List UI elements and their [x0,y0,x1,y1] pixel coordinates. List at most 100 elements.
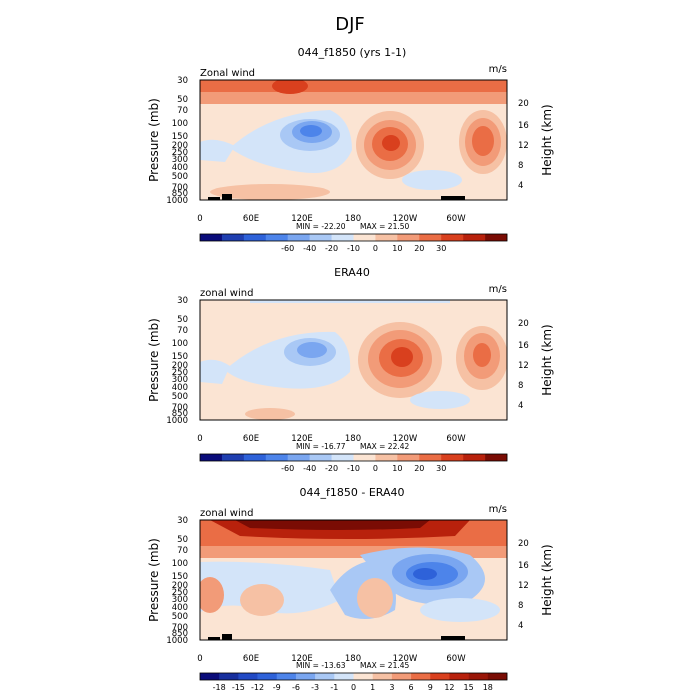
x-tick: 60W [446,434,466,444]
colorbar-swatch [397,454,420,461]
height-axis: 20 16 12 8 4 [518,319,529,411]
upper-bias-max [235,520,430,530]
colorbar-swatch [391,673,412,680]
plot-frame [199,519,508,641]
height-axis: 20 16 12 8 4 [518,539,529,631]
topography [222,634,232,640]
colorbar-tick-label: 18 [483,683,493,692]
upper-westerlies-core [200,80,507,92]
contour-field [200,300,507,420]
pressure-tick: 850 [172,409,188,419]
atlantic-jet-core [472,126,494,156]
pressure-tick: 1000 [166,196,188,206]
pressure-tick: 150 [172,132,188,142]
pressure-tick: 70 [177,546,188,556]
colorbar-tick-label: -60 [281,244,294,253]
pacific-jet-core [391,347,413,367]
height-tick: 4 [518,401,523,411]
colorbar-tick-label: -40 [303,464,316,473]
colorbar-tick-label: 20 [414,244,424,253]
height-tick: 4 [518,621,523,631]
pressure-tick: 150 [172,572,188,582]
pressure-axis: 30 50 70 100 150 200 250 300 400 500 700… [166,516,188,646]
easterly-core [297,342,327,358]
x-tick: 60W [446,654,466,664]
max-label: MAX = 22.42 [360,442,409,451]
pressure-tick: 100 [172,119,188,129]
units-label: m/s [489,284,507,295]
x-tick: 180 [345,654,361,664]
pressure-tick: 400 [172,603,188,613]
colorbar-swatch [430,673,450,680]
y-axis-label: Pressure (mb) [147,98,161,182]
plot-frame [199,299,508,421]
easterly-core [300,125,322,137]
pressure-tick: 250 [172,588,188,598]
colorbar: -60 -40 -20 -10 0 10 20 30 [199,453,508,473]
colorbar-swatch [485,454,508,461]
panel-title: ERA40 [334,266,370,279]
colorbar-tick-label: 1 [370,683,375,692]
panel-model: 044_f1850 (yrs 1-1) Zonal wind m/s [147,46,554,253]
colorbar-tick-label: 10 [392,464,402,473]
height-tick: 16 [518,121,529,131]
height-tick: 8 [518,161,523,171]
colorbar-tick-label: 30 [436,464,446,473]
colorbar-tick-label: -10 [347,244,360,253]
colorbar-tick-label: 12 [444,683,454,692]
variable-label: Zonal wind [200,68,255,79]
pressure-tick: 850 [172,629,188,639]
max-label: MAX = 21.50 [360,222,409,231]
colorbar-swatch [419,234,442,241]
panel-title: 044_f1850 (yrs 1-1) [298,46,407,59]
min-label: MIN = -13.63 [296,661,346,670]
colorbar-swatch [219,673,239,680]
positive-contour [245,408,295,420]
colorbar-swatch [449,673,469,680]
height-tick: 12 [518,581,529,591]
min-label: MIN = -22.20 [296,222,346,231]
colorbar: -18 -15 -12 -9 -6 -3 -1 0 1 3 6 9 12 15 18 [199,672,508,692]
negative-region [200,359,230,384]
x-tick: 60E [243,214,259,224]
x-tick: 120E [291,654,313,664]
height-tick: 20 [518,539,529,549]
colorbar-swatch [353,454,376,461]
negative-region [250,300,450,303]
colorbar-swatch [309,454,332,461]
max-label: MAX = 21.45 [360,661,409,670]
y-axis-label-right: Height (km) [540,324,554,395]
colorbar-swatch [331,234,354,241]
height-tick: 20 [518,99,529,109]
x-tick: 60E [243,654,259,664]
pressure-tick: 200 [172,141,188,151]
x-tick: 60E [243,434,259,444]
topography [208,637,220,640]
pressure-axis: 30 50 70 100 150 200 250 300 400 500 700… [166,296,188,426]
x-tick: 120W [393,434,418,444]
colorbar-swatch [411,673,431,680]
longitude-axis: 0 60E 120E 180 120W 60W [197,214,466,224]
colorbar-tick-label: -9 [273,683,281,692]
colorbar-tick-label: -3 [311,683,319,692]
pressure-tick: 70 [177,326,188,336]
negative-region [200,139,235,162]
units-label: m/s [489,64,507,75]
pressure-tick: 500 [172,172,188,182]
pressure-tick: 300 [172,375,188,385]
height-tick: 12 [518,141,529,151]
colorbar-swatch [221,454,245,461]
units-label: m/s [489,504,507,515]
x-tick: 120E [291,214,313,224]
colorbar-tick-label: 0 [373,464,378,473]
pressure-tick: 30 [177,516,188,526]
colorbar-swatch [221,234,245,241]
colorbar-tick-label: -1 [330,683,338,692]
colorbar-tick-label: 0 [351,683,356,692]
pressure-tick: 30 [177,296,188,306]
topography [441,636,465,640]
colorbar-tick-label: 0 [373,244,378,253]
pressure-tick: 700 [172,183,188,193]
colorbar-swatch [375,234,398,241]
